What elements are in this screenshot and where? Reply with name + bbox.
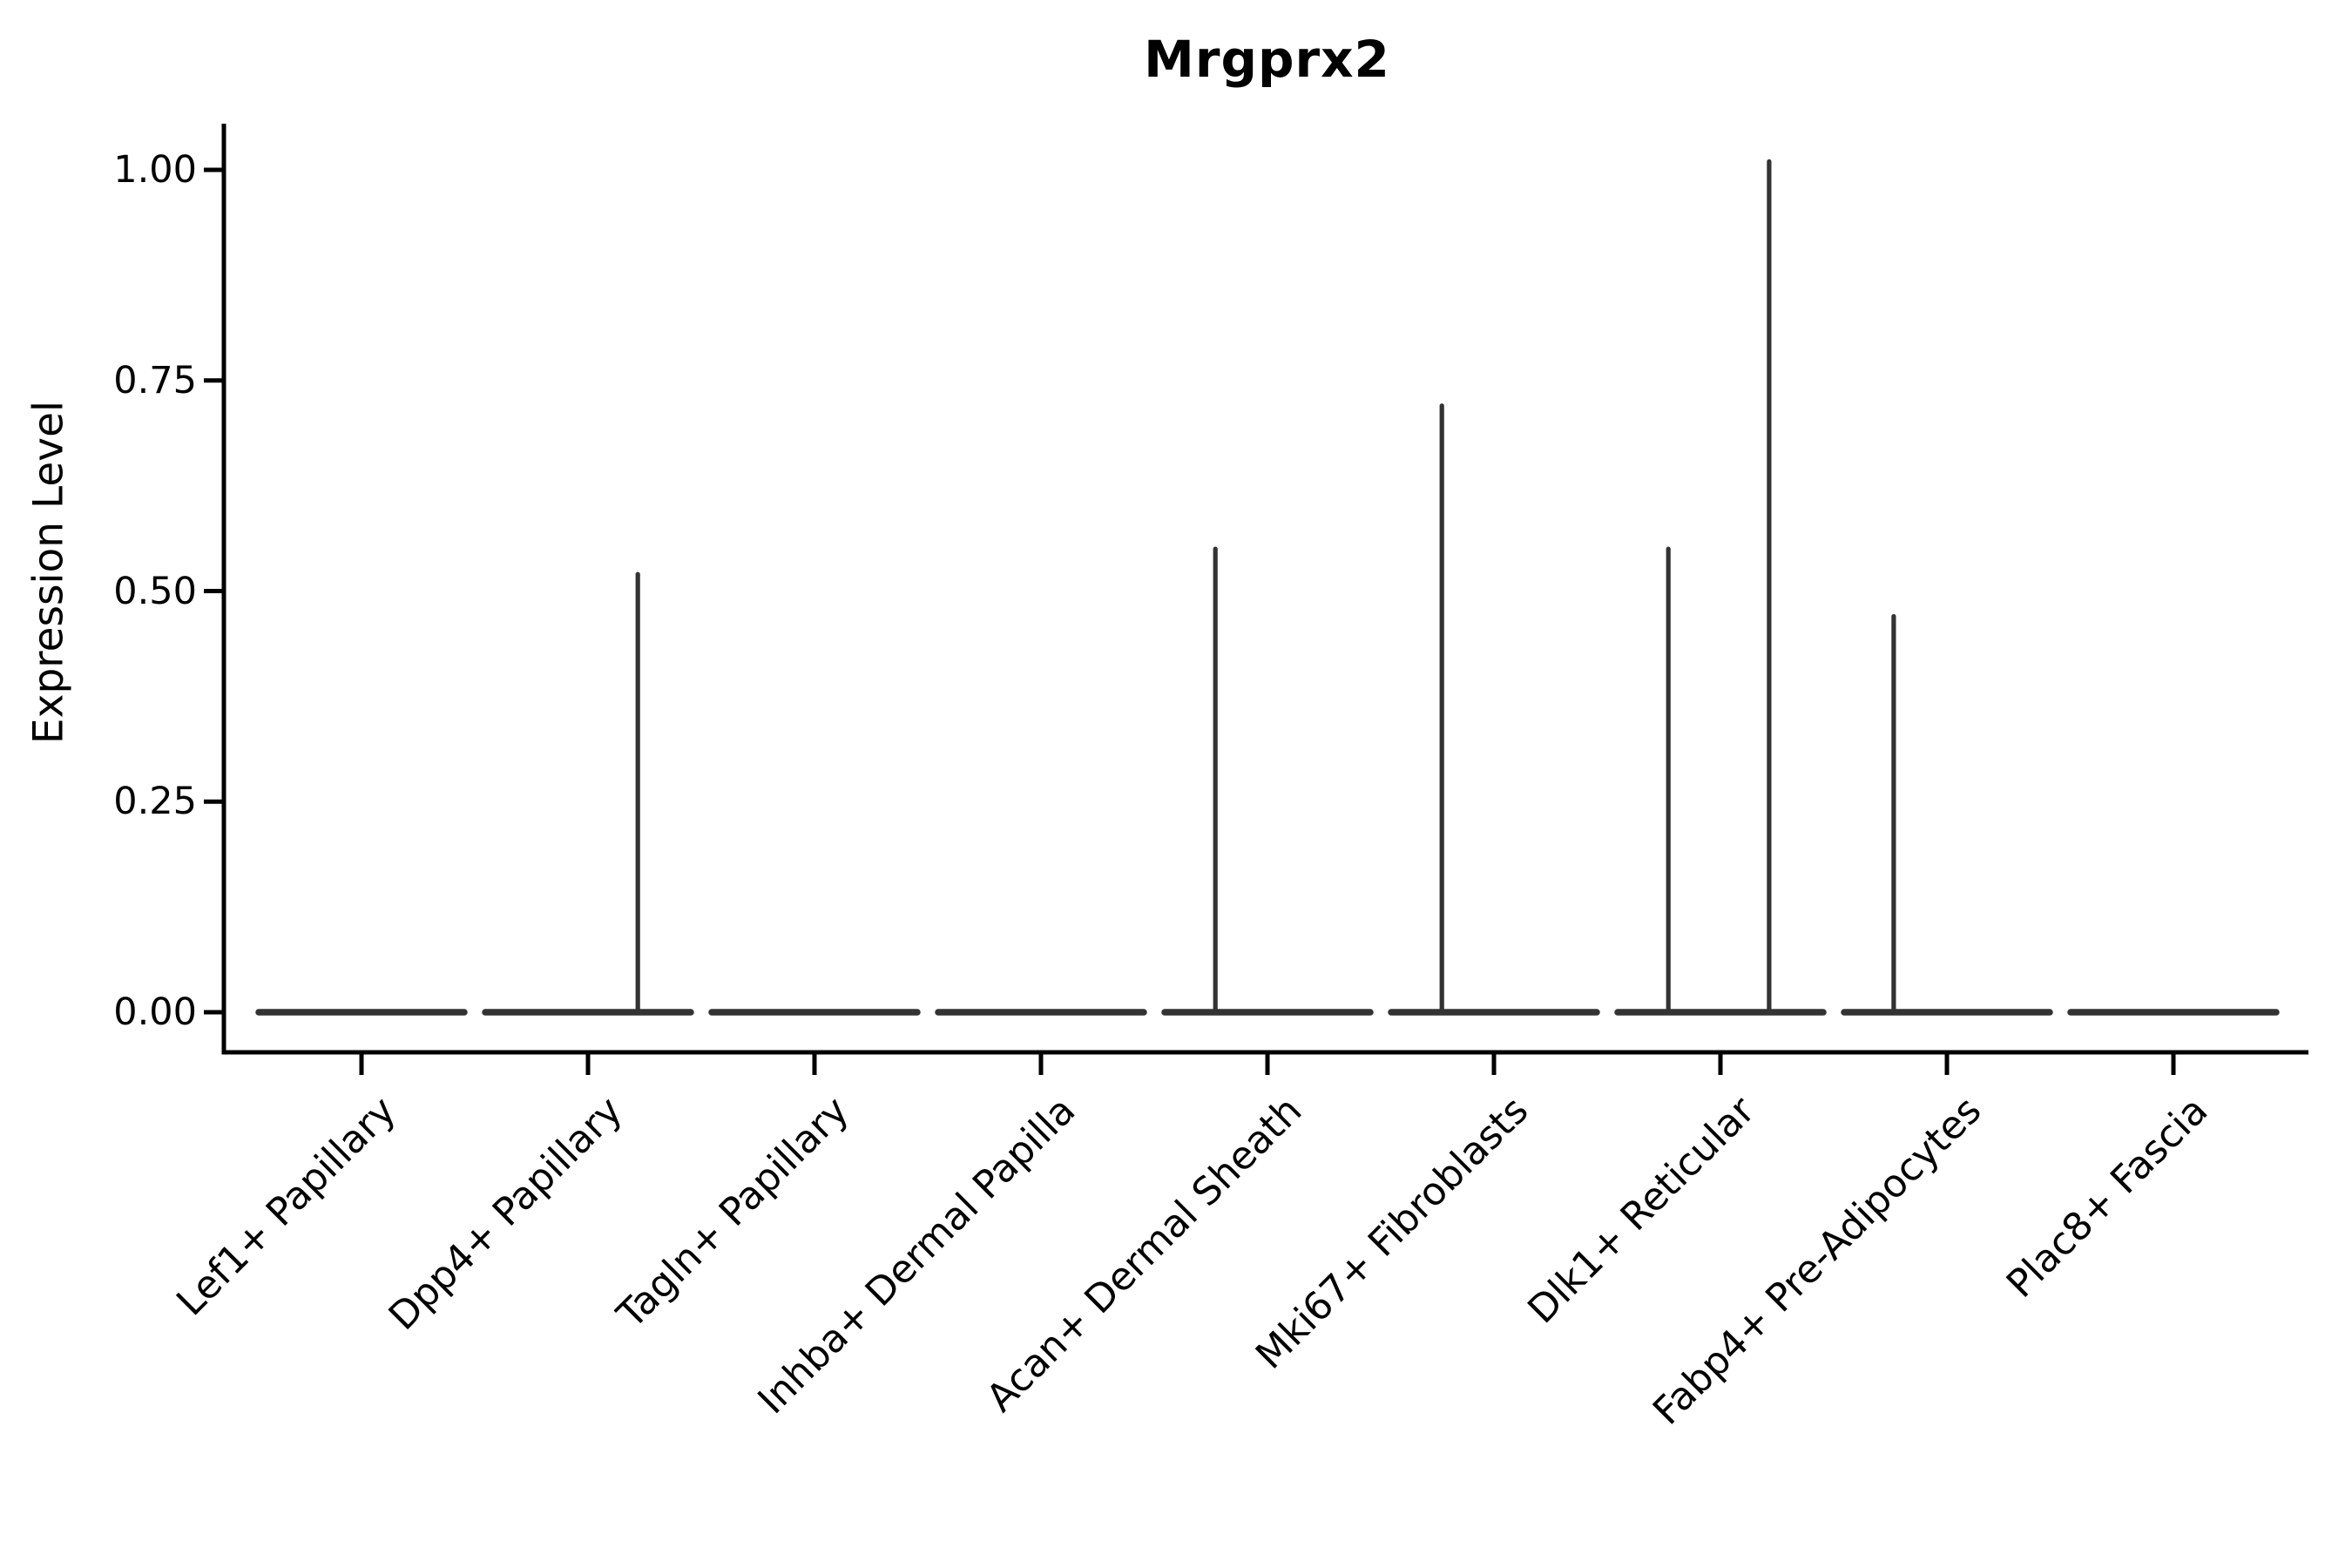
y-tick-label: 0.00 xyxy=(113,990,197,1034)
y-tick-label: 0.25 xyxy=(113,780,197,824)
y-tick-label: 1.00 xyxy=(113,148,197,192)
chart-title: Mrgprx2 xyxy=(1144,30,1390,89)
y-tick-label: 0.75 xyxy=(113,358,197,402)
y-tick-label: 0.50 xyxy=(113,569,197,613)
